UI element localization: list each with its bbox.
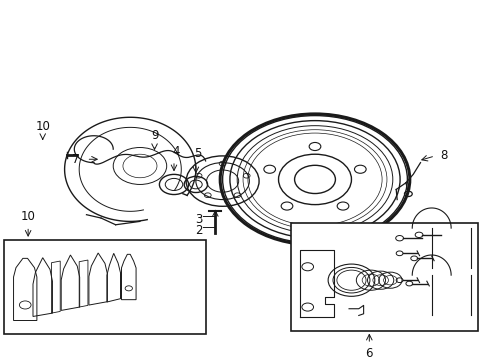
Text: 3: 3 [194, 213, 202, 226]
Text: 7: 7 [72, 153, 79, 166]
Text: 1: 1 [296, 260, 304, 273]
Text: 2: 2 [194, 224, 202, 237]
Text: 8: 8 [439, 149, 447, 162]
Bar [290, 223, 477, 330]
Text: 10: 10 [20, 210, 36, 223]
Text: 10: 10 [35, 120, 50, 133]
Text: 4: 4 [172, 145, 180, 158]
Text: 5: 5 [194, 147, 202, 159]
Text: 6: 6 [365, 347, 372, 360]
Text: 9: 9 [150, 130, 158, 143]
Bar [4, 240, 205, 334]
